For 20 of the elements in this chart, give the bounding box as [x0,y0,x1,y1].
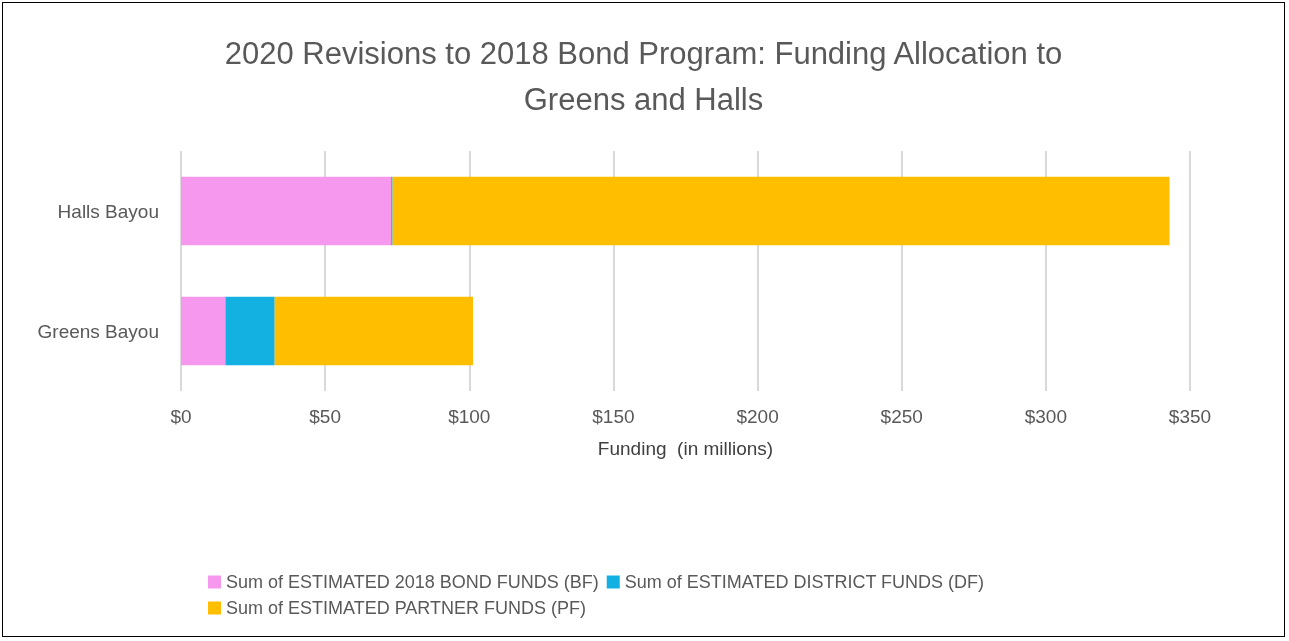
bar [181,296,226,366]
y-tick-label: Halls Bayou [57,200,159,222]
x-tick-label: $150 [592,406,635,427]
x-tick-label: $350 [1168,406,1212,427]
legend-label: Sum of ESTIMATED DISTRICT FUNDS (DF) [624,572,985,592]
x-tick-label: $250 [880,406,923,427]
y-tick-label: Greens Bayou [37,320,159,342]
chart-title: 2020 Revisions to 2018 Bond Program: Funding Allocation to Greens and Halls [224,35,1063,117]
x-tick-label: $300 [1024,406,1067,427]
x-tick-label: $100 [448,406,491,427]
legend-label: Sum of ESTIMATED PARTNER FUNDS (PF) [226,598,587,618]
bar [274,296,474,366]
bar [392,176,1170,246]
x-axis-title: Funding (in millions) [597,438,774,459]
x-tick-label: $200 [736,406,779,427]
legend-label: Sum of ESTIMATED 2018 BOND FUNDS (BF) [226,572,599,592]
x-tick-label: $0 [170,406,192,427]
bar [181,176,392,246]
bar [225,296,275,366]
x-tick-label: $50 [309,406,341,427]
